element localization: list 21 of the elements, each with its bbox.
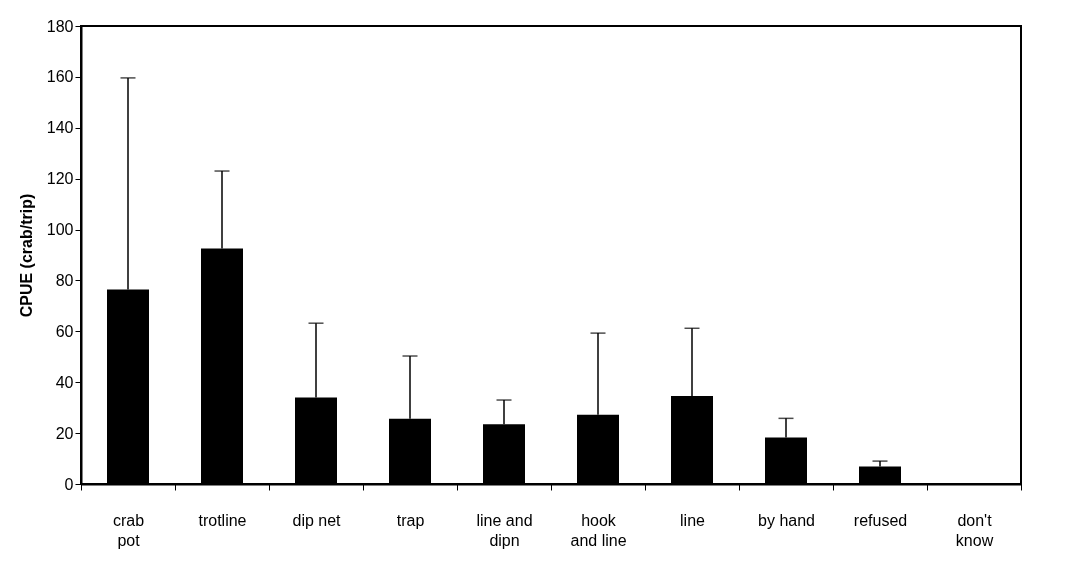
x-tick-label: trotline bbox=[198, 511, 247, 529]
x-tick-label: trap bbox=[396, 511, 425, 529]
x-tick-label: crab pot bbox=[112, 511, 145, 549]
y-tick-label: 40 bbox=[55, 373, 74, 391]
y-tick-label: 0 bbox=[64, 475, 74, 493]
y-tick-label: 180 bbox=[46, 17, 74, 35]
y-tick-label: 60 bbox=[55, 322, 74, 340]
x-tick-label: don't know bbox=[955, 511, 994, 549]
x-tick-label: refused bbox=[853, 511, 908, 529]
y-tick-label: 140 bbox=[46, 119, 74, 137]
y-tick-label: 120 bbox=[46, 170, 74, 188]
x-tick-label: line bbox=[680, 511, 706, 529]
y-tick-label: 80 bbox=[55, 271, 74, 289]
y-tick-label: 100 bbox=[46, 221, 74, 239]
x-tick-label: hook and line bbox=[570, 511, 627, 549]
y-tick-label: 20 bbox=[55, 424, 74, 442]
x-tick-label: line and dipn bbox=[476, 511, 533, 549]
x-tick-label: dip net bbox=[292, 511, 342, 529]
x-tick-label: by hand bbox=[758, 511, 815, 529]
y-tick-label: 160 bbox=[46, 68, 74, 86]
y-axis-title: CPUE (crab/trip) bbox=[17, 193, 35, 318]
